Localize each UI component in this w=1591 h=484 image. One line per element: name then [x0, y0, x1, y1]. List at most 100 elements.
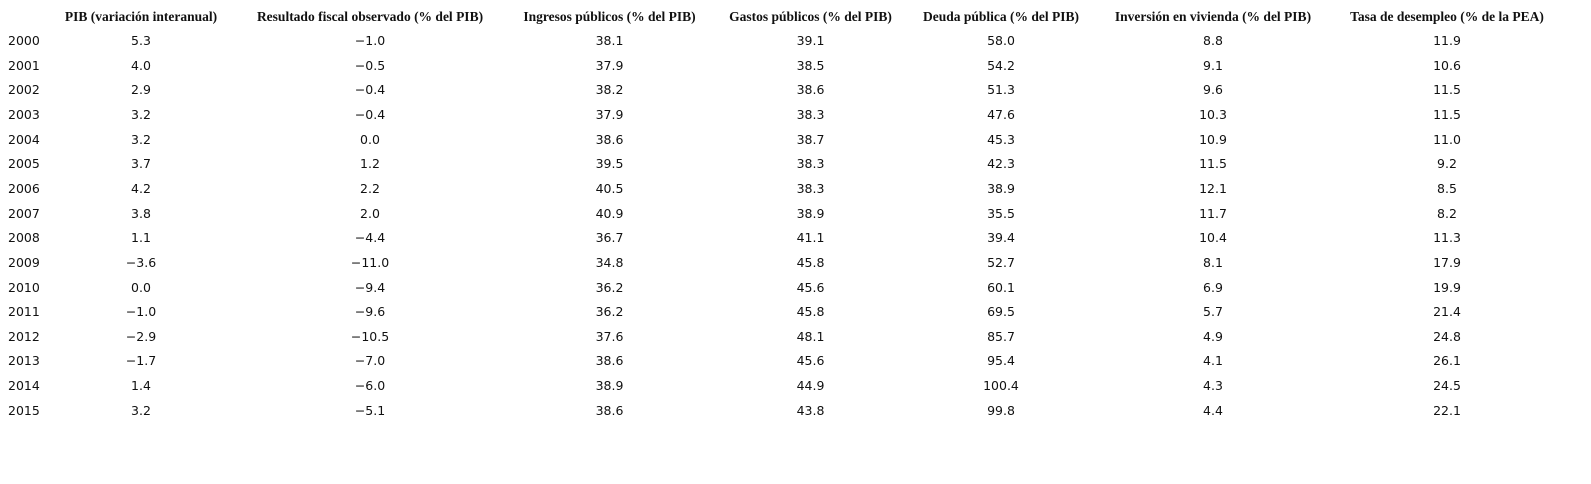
row-year: 2003: [8, 106, 40, 122]
table-cell: −11.0: [350, 254, 390, 270]
table-cell: 35.5: [987, 205, 1015, 221]
table-cell: 42.3: [987, 156, 1015, 172]
table-cell: 17.9: [1433, 254, 1461, 270]
table-cell: 36.2: [595, 304, 624, 320]
table-cell: 40.5: [595, 180, 624, 196]
table-cell: 45.8: [796, 304, 825, 320]
row-year: 2009: [8, 254, 40, 270]
table-cell: −0.4: [354, 82, 386, 98]
table-cell: 95.4: [987, 353, 1015, 369]
column-header: Ingresos públicos (% del PIB): [523, 9, 696, 24]
table-cell: 11.0: [1433, 131, 1461, 147]
table-cell: −9.6: [354, 304, 386, 320]
row-year: 2006: [8, 180, 40, 196]
table-cell: 38.6: [595, 402, 624, 418]
table-cell: 100.4: [983, 378, 1019, 394]
table-cell: 4.3: [1203, 378, 1223, 394]
table-cell: 1.2: [360, 156, 380, 172]
table-cell: 38.9: [796, 205, 825, 221]
table-cell: −4.4: [354, 230, 386, 246]
table-cell: 37.9: [595, 57, 624, 73]
table-cell: 12.1: [1199, 180, 1227, 196]
table-cell: 38.3: [796, 156, 825, 172]
table-cell: 4.1: [1203, 353, 1223, 369]
table-cell: 45.6: [796, 279, 825, 295]
table-cell: 0.0: [360, 131, 380, 147]
table-cell: 38.6: [796, 82, 825, 98]
row-year: 2013: [8, 353, 40, 369]
table-cell: 6.9: [1203, 279, 1223, 295]
table-cell: 10.3: [1199, 106, 1227, 122]
table-cell: 10.4: [1199, 230, 1227, 246]
table-cell: 45.3: [987, 131, 1015, 147]
table-cell: 10.9: [1199, 131, 1227, 147]
table-cell: −7.0: [354, 353, 386, 369]
table-cell: 85.7: [987, 328, 1015, 344]
row-year: 2002: [8, 82, 40, 98]
column-header: Inversión en vivienda (% del PIB): [1114, 9, 1312, 24]
table-cell: 38.6: [595, 131, 624, 147]
table-cell: 9.2: [1437, 156, 1457, 172]
table-cell: −10.5: [350, 328, 390, 344]
table-cell: 9.1: [1203, 57, 1223, 73]
table-cell: 37.6: [595, 328, 624, 344]
table-cell: 3.2: [131, 402, 151, 418]
row-year: 2000: [8, 33, 40, 48]
table-cell: 0.0: [131, 279, 151, 295]
table-cell: 41.1: [796, 230, 825, 246]
row-year: 2011: [8, 304, 40, 320]
table-cell: −5.1: [354, 402, 386, 418]
row-year: 2004: [8, 131, 40, 147]
table-cell: 39.5: [595, 156, 624, 172]
table-cell: 39.4: [987, 230, 1015, 246]
table-cell: 51.3: [987, 82, 1015, 98]
table-cell: 8.5: [1437, 180, 1457, 196]
table-cell: 11.3: [1433, 230, 1461, 246]
table-cell: −1.0: [354, 33, 386, 48]
row-year: 2010: [8, 279, 40, 295]
table-cell: 38.2: [595, 82, 624, 98]
table-cell: 37.9: [595, 106, 624, 122]
table-cell: 58.0: [987, 33, 1015, 48]
row-year: 2005: [8, 156, 40, 172]
table-cell: 3.2: [131, 106, 151, 122]
table-cell: 38.1: [595, 33, 624, 48]
table-cell: 45.6: [796, 353, 825, 369]
row-year: 2014: [8, 378, 40, 394]
column-header: Deuda pública (% del PIB): [922, 9, 1080, 24]
table-cell: 38.6: [595, 353, 624, 369]
table-cell: −0.4: [354, 106, 386, 122]
table-cell: −2.9: [125, 328, 157, 344]
table-cell: 34.8: [595, 254, 624, 270]
table-cell: 11.9: [1433, 33, 1461, 48]
table-cell: 1.4: [131, 378, 151, 394]
table-cell: 26.1: [1433, 353, 1461, 369]
table-cell: 4.0: [131, 57, 151, 73]
table-cell: −1.0: [125, 304, 157, 320]
table-cell: 8.8: [1203, 33, 1223, 48]
table-cell: −1.7: [125, 353, 157, 369]
table-cell: 38.5: [796, 57, 825, 73]
column-header: Gastos públicos (% del PIB): [729, 9, 892, 24]
table-cell: 11.5: [1433, 106, 1461, 122]
table-cell: 52.7: [987, 254, 1015, 270]
table-cell: 48.1: [796, 328, 825, 344]
row-year: 2015: [8, 402, 40, 418]
table-cell: 5.7: [1203, 304, 1223, 320]
table-cell: 24.5: [1433, 378, 1461, 394]
table-cell: 2.0: [360, 205, 380, 221]
row-year: 2012: [8, 328, 40, 344]
row-year: 2008: [8, 230, 40, 246]
table-cell: 99.8: [987, 402, 1015, 418]
table-cell: 47.6: [987, 106, 1015, 122]
table-cell: 43.8: [796, 402, 825, 418]
table-cell: 36.7: [595, 230, 624, 246]
table-cell: 19.9: [1433, 279, 1461, 295]
table-cell: 4.4: [1203, 402, 1223, 418]
table-cell: 4.2: [131, 180, 151, 196]
table-cell: 38.3: [796, 180, 825, 196]
row-year: 2007: [8, 205, 40, 221]
table-cell: 3.8: [131, 205, 151, 221]
table-cell: 3.2: [131, 131, 151, 147]
